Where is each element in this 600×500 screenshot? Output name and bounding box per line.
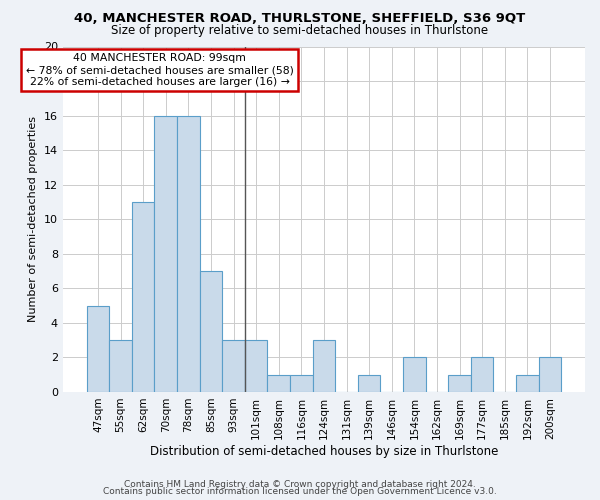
Bar	[154, 116, 177, 392]
Bar	[313, 340, 335, 392]
Bar	[132, 202, 154, 392]
Bar	[290, 374, 313, 392]
Bar	[403, 358, 425, 392]
Bar	[222, 340, 245, 392]
Bar	[200, 271, 222, 392]
Bar	[358, 374, 380, 392]
X-axis label: Distribution of semi-detached houses by size in Thurlstone: Distribution of semi-detached houses by …	[150, 444, 498, 458]
Text: 40, MANCHESTER ROAD, THURLSTONE, SHEFFIELD, S36 9QT: 40, MANCHESTER ROAD, THURLSTONE, SHEFFIE…	[74, 12, 526, 26]
Text: 40 MANCHESTER ROAD: 99sqm
← 78% of semi-detached houses are smaller (58)
22% of : 40 MANCHESTER ROAD: 99sqm ← 78% of semi-…	[26, 54, 293, 86]
Bar	[109, 340, 132, 392]
Y-axis label: Number of semi-detached properties: Number of semi-detached properties	[28, 116, 38, 322]
Bar	[448, 374, 471, 392]
Text: Size of property relative to semi-detached houses in Thurlstone: Size of property relative to semi-detach…	[112, 24, 488, 37]
Text: Contains public sector information licensed under the Open Government Licence v3: Contains public sector information licen…	[103, 487, 497, 496]
Bar	[86, 306, 109, 392]
Bar	[516, 374, 539, 392]
Bar	[268, 374, 290, 392]
Bar	[539, 358, 561, 392]
Bar	[177, 116, 200, 392]
Text: Contains HM Land Registry data © Crown copyright and database right 2024.: Contains HM Land Registry data © Crown c…	[124, 480, 476, 489]
Bar	[245, 340, 268, 392]
Bar	[471, 358, 493, 392]
